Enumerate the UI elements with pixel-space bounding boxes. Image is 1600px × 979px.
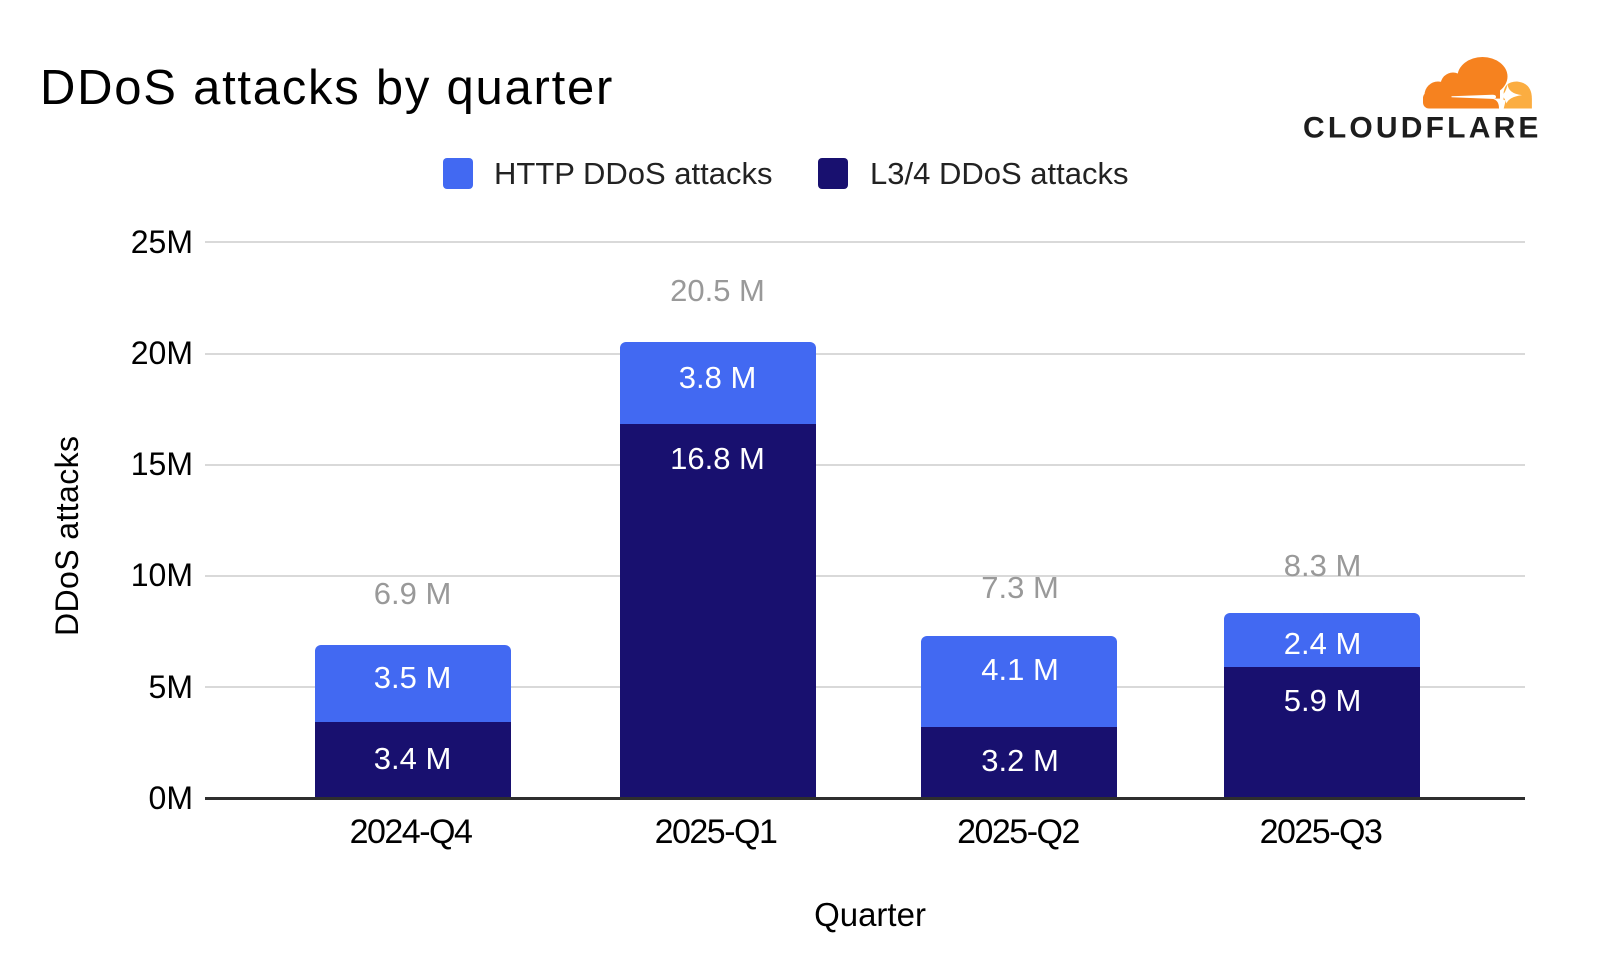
svg-text:CLOUDFLARE: CLOUDFLARE [1303, 112, 1540, 145]
